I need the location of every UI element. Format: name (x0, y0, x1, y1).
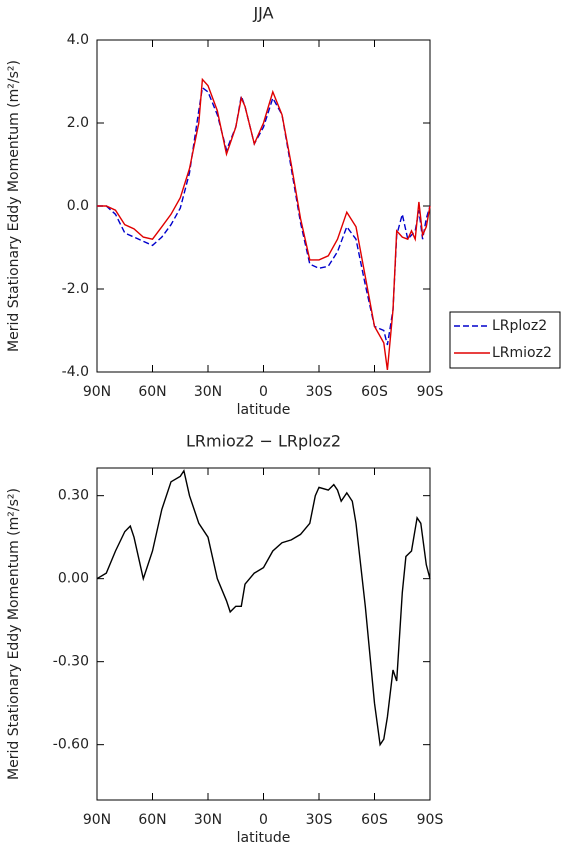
x-tick-label: 30S (306, 384, 333, 400)
data-line (97, 77, 431, 370)
plot-frame (96, 39, 431, 373)
x-axis-label: latitude (237, 402, 291, 418)
x-axis-label: latitude (237, 830, 291, 846)
y-tick-label: 0.00 (58, 571, 89, 587)
y-tick-label: -0.30 (53, 654, 89, 670)
chart-title: LRmioz2 − LRploz2 (186, 432, 341, 451)
y-tick-label: -4.0 (62, 364, 89, 380)
legend-box (449, 311, 561, 369)
y-tick-label: -2.0 (62, 281, 89, 297)
y-tick-label: 0.0 (67, 198, 89, 214)
x-tick-label: 60N (138, 812, 166, 828)
x-tick-label: 90N (83, 384, 111, 400)
y-axis-label: Merid Stationary Eddy Momentum (m²/s²) (6, 488, 22, 780)
y-tick-label: 4.0 (67, 32, 89, 48)
y-axis-label: Merid Stationary Eddy Momentum (m²/s²) (6, 60, 22, 352)
chart-title: JJA (252, 4, 273, 23)
y-tick-label: 0.30 (58, 488, 89, 504)
x-tick-label: 90N (83, 812, 111, 828)
x-tick-label: 30N (194, 812, 222, 828)
x-tick-label: 30N (194, 384, 222, 400)
x-tick-label: 30S (306, 812, 333, 828)
x-tick-label: 0 (259, 812, 268, 828)
x-tick-label: 60N (138, 384, 166, 400)
x-tick-label: 0 (259, 384, 268, 400)
x-tick-label: 90S (417, 384, 444, 400)
x-tick-label: 60S (361, 812, 388, 828)
legend-label: LRploz2 (492, 318, 547, 334)
plot-frame (96, 467, 431, 801)
x-tick-label: 90S (417, 812, 444, 828)
x-tick-label: 60S (361, 384, 388, 400)
y-tick-label: -0.60 (53, 737, 89, 753)
data-line (97, 86, 431, 346)
legend-label: LRmioz2 (492, 345, 552, 361)
data-line (96, 469, 431, 747)
y-tick-label: 2.0 (67, 115, 89, 131)
